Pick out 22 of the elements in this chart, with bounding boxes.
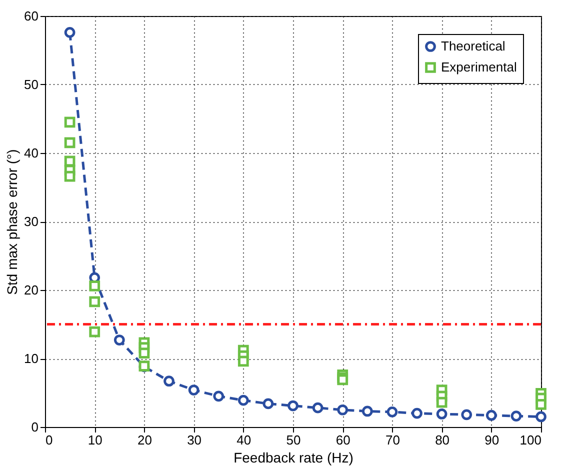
x-tick-label: 60 bbox=[336, 432, 350, 448]
legend-label: Theoretical bbox=[441, 38, 506, 54]
y-tick-label: 0 bbox=[31, 420, 38, 434]
x-tick-label: 80 bbox=[435, 432, 450, 448]
legend-label: Experimental bbox=[441, 60, 517, 74]
x-tick-label: 20 bbox=[137, 432, 152, 448]
x-tick-label: 0 bbox=[46, 432, 53, 448]
y-tick-label: 60 bbox=[24, 8, 38, 24]
x-tick-label: 100 bbox=[520, 432, 542, 448]
x-tick-label: 30 bbox=[187, 432, 202, 448]
x-tick-label: 40 bbox=[236, 432, 252, 448]
x-axis-title: Feedback rate (Hz) bbox=[234, 450, 354, 466]
x-tick-label: 90 bbox=[484, 432, 500, 448]
y-tick-label: 20 bbox=[24, 282, 38, 298]
y-tick-label: 30 bbox=[24, 214, 38, 229]
y-axis-title: Std max phase error (°) bbox=[4, 149, 20, 295]
y-tick-label: 10 bbox=[24, 351, 38, 366]
x-tick-label: 70 bbox=[385, 432, 400, 448]
x-tick-label: 10 bbox=[88, 432, 102, 448]
x-tick-label: 50 bbox=[286, 432, 301, 448]
y-tick-label: 50 bbox=[24, 77, 38, 92]
y-tick-label: 40 bbox=[24, 146, 38, 160]
